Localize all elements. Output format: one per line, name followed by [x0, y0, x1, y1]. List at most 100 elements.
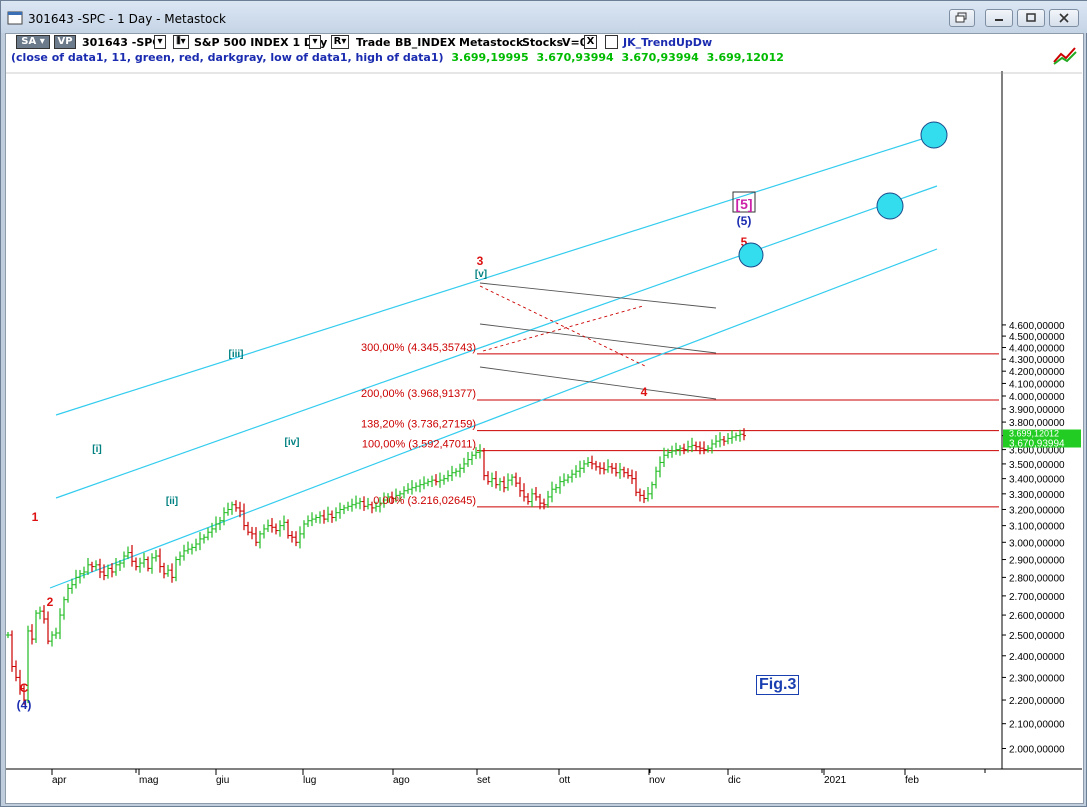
- close-icon: [1059, 13, 1069, 23]
- indicator-value: 3.699,12012: [706, 51, 784, 64]
- price-tick-label: 4.400,00000: [1009, 344, 1065, 355]
- channel-line: [49, 248, 938, 589]
- minimize-button[interactable]: [985, 9, 1013, 27]
- ohlc-icon: ⫴▾: [176, 36, 186, 47]
- close-button[interactable]: [1049, 9, 1079, 27]
- price-tick-label: 4.000,00000: [1009, 392, 1065, 403]
- fib-level-label: 200,00% (3.968,91377): [361, 388, 476, 400]
- wave-label-red: 1: [32, 510, 39, 524]
- time-tick-label: giu: [216, 775, 229, 786]
- wave-label-red: 5: [741, 235, 748, 249]
- r-dropdown[interactable]: R▾: [331, 35, 349, 49]
- x-toggle[interactable]: X: [584, 35, 597, 49]
- price-tick-label: 3.800,00000: [1009, 418, 1065, 429]
- indicator-value: 3.670,93994: [621, 51, 699, 64]
- bb-index-indicator[interactable]: BB_INDEX: [395, 36, 456, 49]
- vp-button[interactable]: VP: [54, 35, 76, 49]
- bar-style-dropdown[interactable]: ⫴▾: [173, 35, 189, 49]
- symbol-label: 301643 -SPC: [82, 36, 161, 49]
- wave4-dashed-line: [482, 305, 644, 352]
- period-dropdown[interactable]: ▾: [309, 35, 321, 49]
- indicator-value: 3.699,19995: [451, 51, 529, 64]
- sa-label: SA: [21, 36, 37, 47]
- sa-dropdown[interactable]: SA ▾: [16, 35, 50, 49]
- time-tick-label: apr: [52, 775, 67, 786]
- price-tick-label: 3.600,00000: [1009, 446, 1065, 457]
- price-tick-label: 3.500,00000: [1009, 460, 1065, 471]
- metastock-label: Metastock: [459, 36, 524, 49]
- trend-tool-icon[interactable]: [1052, 44, 1078, 66]
- minimize-icon: [995, 19, 1003, 21]
- x-label: X: [586, 36, 595, 47]
- price-tick-label: 2.400,00000: [1009, 652, 1065, 663]
- price-tick-label: 3.200,00000: [1009, 505, 1065, 516]
- maximize-button[interactable]: [1017, 9, 1045, 27]
- price-tick-label: 4.200,00000: [1009, 367, 1065, 378]
- price-tick-label: 3.100,00000: [1009, 522, 1065, 533]
- wave-label-magenta: [5]: [735, 196, 752, 212]
- price-tick-label: 3.300,00000: [1009, 490, 1065, 501]
- jk-checkbox[interactable]: [605, 35, 618, 49]
- price-tick-label: 2.000,00000: [1009, 745, 1065, 756]
- last-price-label: 3.670,93994: [1009, 439, 1065, 450]
- price-tick-label: 2.100,00000: [1009, 720, 1065, 731]
- price-tick-label: 2.700,00000: [1009, 592, 1065, 603]
- wave-label-teal: [i]: [92, 444, 101, 455]
- trade-button[interactable]: Trade: [356, 36, 391, 49]
- figure-label: Fig.3: [756, 675, 800, 695]
- price-tick-label: 2.200,00000: [1009, 696, 1065, 707]
- price-tick-label: 2.300,00000: [1009, 673, 1065, 684]
- target-circle: [738, 242, 764, 268]
- time-tick-label: mag: [139, 775, 158, 786]
- chart-toolbar: SA ▾ VP 301643 -SPC ▾ ⫴▾ S&P 500 INDEX 1…: [6, 34, 1083, 52]
- price-tick-label: 2.600,00000: [1009, 611, 1065, 622]
- price-tick-label: 2.500,00000: [1009, 631, 1065, 642]
- price-tick-label: 2.900,00000: [1009, 556, 1065, 567]
- restore-icon: [955, 12, 967, 23]
- title-bar[interactable]: 301643 -SPC - 1 Day - Metastock: [1, 1, 1087, 33]
- price-tick-label: 4.300,00000: [1009, 355, 1065, 366]
- target-circle: [920, 121, 948, 149]
- chevron-down-icon: ▾: [312, 36, 318, 47]
- chevron-down-icon: ▾: [36, 36, 45, 47]
- wave-label-teal: [v]: [475, 269, 487, 280]
- wave4-dashed-line: [479, 285, 646, 367]
- channel-line: [55, 185, 938, 499]
- r-label: R: [333, 36, 342, 47]
- restore-down-button[interactable]: [949, 9, 975, 27]
- price-tick-label: 4.500,00000: [1009, 332, 1065, 343]
- chart-canvas[interactable]: 4.600,000004.500,000004.400,000004.300,0…: [6, 34, 1083, 803]
- time-tick-label: ott: [559, 775, 570, 786]
- last-price-badge: [1003, 429, 1081, 448]
- fib-level-label: 0,00% (3.216,02645): [373, 495, 476, 507]
- time-tick-label: set: [477, 775, 491, 786]
- wave-label-red: 3: [477, 254, 484, 268]
- price-tick-label: 4.100,00000: [1009, 379, 1065, 390]
- stocks-label: Stocks: [522, 36, 564, 49]
- app-icon: [7, 11, 23, 25]
- wave4-channel-line: [479, 323, 717, 354]
- wave-label-red: C: [20, 681, 29, 695]
- time-tick-label: dic: [728, 775, 741, 786]
- wave-label-teal: [ii]: [166, 496, 178, 507]
- time-tick-label: feb: [905, 775, 919, 786]
- wave-label-blue: (5): [737, 214, 752, 228]
- jk-trend-indicator[interactable]: JK_TrendUpDw: [623, 36, 713, 49]
- chevron-down-icon: ▾: [341, 36, 347, 47]
- price-tick-label: 3.400,00000: [1009, 475, 1065, 486]
- time-tick-label: 2021: [824, 775, 847, 786]
- wave-label-blue: (4): [17, 698, 32, 712]
- chevron-down-icon: ▾: [157, 36, 163, 47]
- wave5-box: [732, 191, 756, 213]
- wave-label-red: 2: [47, 595, 54, 609]
- symbol-dropdown[interactable]: ▾: [154, 35, 166, 49]
- time-tick-label: ago: [393, 775, 410, 786]
- wave4-channel-line: [479, 366, 717, 400]
- last-price-top-label: 3.699,12012: [1009, 429, 1059, 439]
- indicator-formula: (close of data1, 11, green, red, darkgra…: [11, 51, 444, 64]
- time-tick-label: nov: [649, 775, 665, 786]
- target-circle: [876, 192, 904, 220]
- price-tick-label: 3.900,00000: [1009, 405, 1065, 416]
- chart-area[interactable]: 4.600,00000 4.500,00000 4.400,00000 4.300,0…: [5, 33, 1084, 804]
